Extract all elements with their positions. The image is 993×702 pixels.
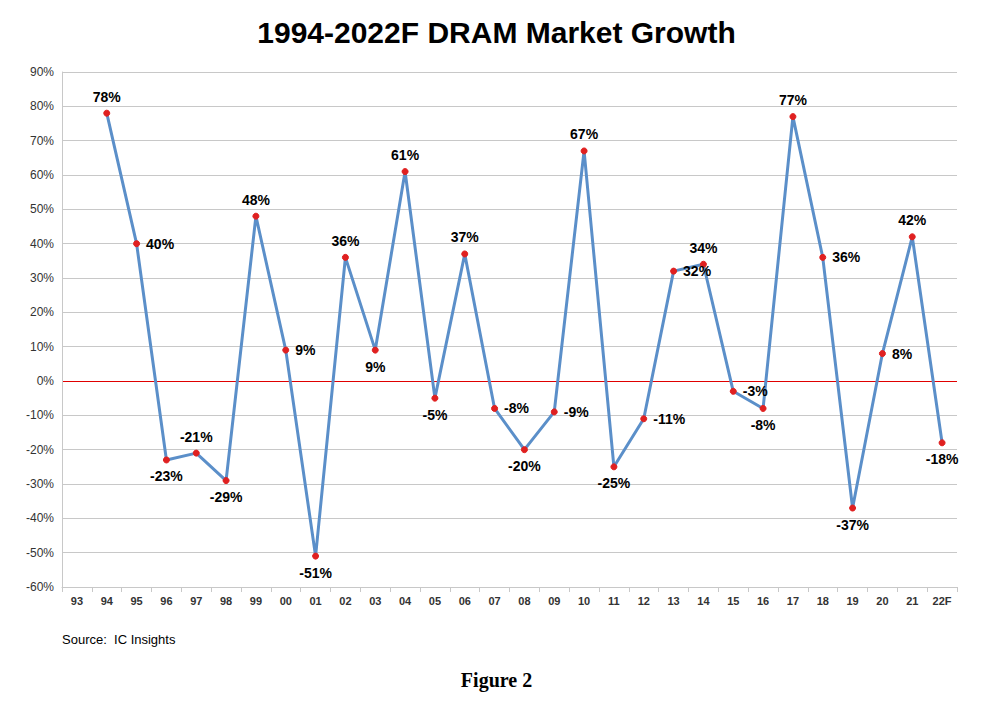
svg-text:40%: 40%	[30, 237, 54, 251]
svg-text:30%: 30%	[30, 271, 54, 285]
svg-text:09: 09	[548, 595, 560, 607]
svg-text:-5%: -5%	[422, 407, 447, 423]
svg-text:10: 10	[578, 595, 590, 607]
svg-text:95: 95	[130, 595, 142, 607]
svg-text:70%: 70%	[30, 134, 54, 148]
svg-text:61%: 61%	[391, 147, 420, 163]
svg-text:60%: 60%	[30, 168, 54, 182]
svg-text:-8%: -8%	[504, 400, 529, 416]
svg-text:00: 00	[280, 595, 292, 607]
svg-text:19: 19	[846, 595, 858, 607]
svg-text:48%: 48%	[242, 192, 271, 208]
svg-text:-25%: -25%	[598, 475, 631, 491]
svg-text:02: 02	[339, 595, 351, 607]
svg-text:98: 98	[220, 595, 232, 607]
svg-text:80%: 80%	[30, 99, 54, 113]
svg-text:-23%: -23%	[150, 468, 183, 484]
svg-text:-29%: -29%	[210, 489, 243, 505]
svg-text:9%: 9%	[295, 342, 316, 358]
svg-text:13: 13	[667, 595, 679, 607]
svg-text:0%: 0%	[37, 374, 55, 388]
svg-text:16: 16	[757, 595, 769, 607]
svg-text:22F: 22F	[933, 595, 952, 607]
svg-text:-51%: -51%	[299, 565, 332, 581]
svg-text:8%: 8%	[892, 346, 913, 362]
svg-text:Figure 2: Figure 2	[461, 669, 532, 692]
svg-text:-21%: -21%	[180, 429, 213, 445]
svg-text:17: 17	[787, 595, 799, 607]
svg-text:-3%: -3%	[743, 383, 768, 399]
svg-text:37%: 37%	[451, 229, 480, 245]
svg-text:77%: 77%	[779, 92, 808, 108]
svg-text:1994-2022F DRAM Market Growth: 1994-2022F DRAM Market Growth	[257, 16, 735, 49]
svg-text:36%: 36%	[832, 249, 861, 265]
svg-text:40%: 40%	[146, 236, 175, 252]
svg-text:-20%: -20%	[26, 443, 54, 457]
svg-text:42%: 42%	[898, 212, 927, 228]
svg-text:97: 97	[190, 595, 202, 607]
svg-text:90%: 90%	[30, 65, 54, 79]
svg-text:01: 01	[309, 595, 321, 607]
svg-text:18: 18	[817, 595, 829, 607]
svg-text:04: 04	[399, 595, 412, 607]
svg-text:-20%: -20%	[508, 458, 541, 474]
svg-text:9%: 9%	[365, 359, 386, 375]
svg-text:-60%: -60%	[26, 580, 54, 594]
svg-text:78%: 78%	[93, 89, 122, 105]
svg-text:36%: 36%	[331, 233, 360, 249]
svg-text:-11%: -11%	[653, 411, 685, 427]
svg-text:-8%: -8%	[751, 417, 776, 433]
svg-text:-30%: -30%	[26, 477, 54, 491]
svg-text:07: 07	[488, 595, 500, 607]
svg-text:05: 05	[429, 595, 441, 607]
svg-text:96: 96	[160, 595, 172, 607]
svg-text:32%: 32%	[683, 263, 712, 279]
svg-text:06: 06	[459, 595, 471, 607]
svg-text:-9%: -9%	[564, 404, 589, 420]
svg-text:15: 15	[727, 595, 739, 607]
svg-text:08: 08	[518, 595, 530, 607]
svg-text:-50%: -50%	[26, 546, 54, 560]
svg-text:20%: 20%	[30, 305, 54, 319]
svg-text:67%: 67%	[570, 126, 599, 142]
svg-text:-10%: -10%	[26, 408, 54, 422]
svg-text:12: 12	[638, 595, 650, 607]
svg-text:03: 03	[369, 595, 381, 607]
svg-text:93: 93	[71, 595, 83, 607]
svg-text:94: 94	[101, 595, 114, 607]
svg-text:11: 11	[608, 595, 620, 607]
svg-text:-37%: -37%	[836, 517, 869, 533]
svg-text:50%: 50%	[30, 202, 54, 216]
svg-text:34%: 34%	[689, 240, 718, 256]
svg-text:-18%: -18%	[926, 451, 959, 467]
svg-text:14: 14	[697, 595, 710, 607]
svg-text:10%: 10%	[30, 340, 54, 354]
svg-text:-40%: -40%	[26, 511, 54, 525]
svg-text:Source: IC Insights: Source: IC Insights	[62, 632, 176, 647]
svg-text:99: 99	[250, 595, 262, 607]
svg-text:21: 21	[906, 595, 918, 607]
svg-text:20: 20	[876, 595, 888, 607]
